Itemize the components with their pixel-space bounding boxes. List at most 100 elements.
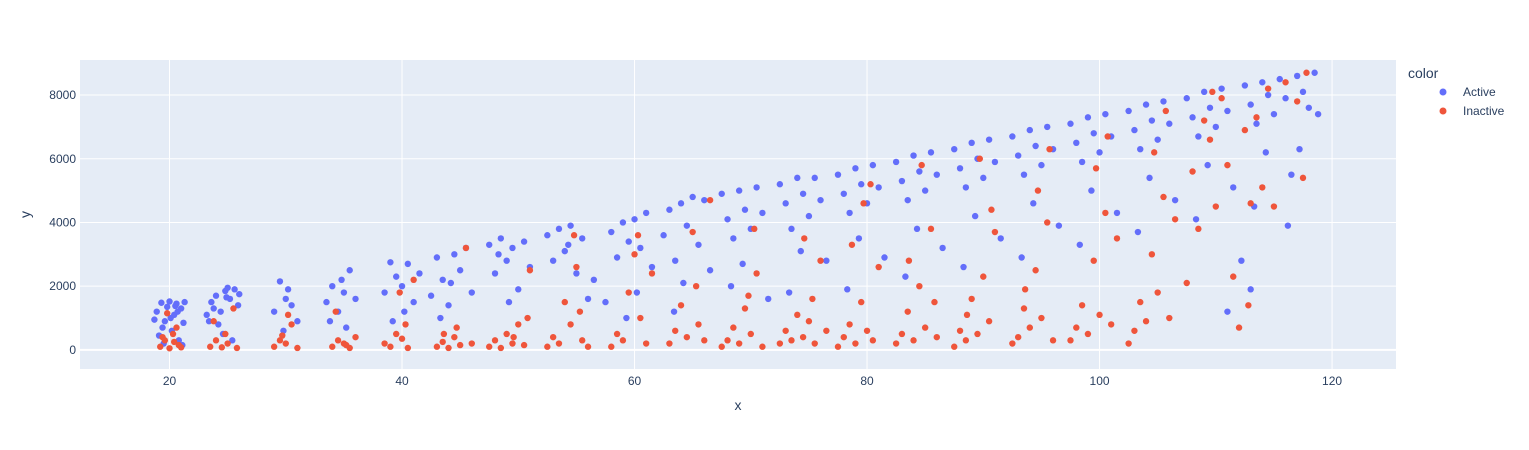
data-point-inactive <box>1270 203 1278 210</box>
data-point-inactive <box>453 324 460 331</box>
data-point-active <box>486 241 493 248</box>
data-point-active <box>294 318 301 325</box>
data-point-active <box>1026 126 1033 134</box>
data-point-inactive <box>1259 184 1266 191</box>
x-tick-label: 20 <box>163 374 177 388</box>
data-point-inactive <box>963 311 971 319</box>
data-point-active <box>447 279 455 287</box>
data-point-inactive <box>503 330 510 338</box>
data-point-inactive <box>1142 318 1150 325</box>
data-point-active <box>670 308 678 315</box>
data-point-inactive <box>166 345 173 352</box>
data-point-active <box>962 184 970 191</box>
data-point-inactive <box>860 200 867 207</box>
data-point-active <box>1183 95 1190 102</box>
data-point-inactive <box>689 228 696 236</box>
legend-label: Active <box>1463 85 1496 99</box>
data-point-active <box>159 324 166 331</box>
data-point-active <box>163 303 171 311</box>
data-point-inactive <box>439 338 446 346</box>
data-point-inactive <box>1183 279 1190 287</box>
data-point-inactive <box>634 232 642 239</box>
data-point-inactive <box>683 333 691 341</box>
data-point-active <box>797 247 804 255</box>
data-point-active <box>515 286 522 293</box>
data-point-active <box>869 161 877 169</box>
data-point-active <box>916 168 923 175</box>
data-point-active <box>215 321 222 328</box>
data-point-inactive <box>396 289 403 296</box>
data-point-active <box>782 200 789 207</box>
legend-item-active[interactable]: Active <box>1439 85 1497 99</box>
data-point-inactive <box>751 225 758 233</box>
data-point-inactive <box>910 337 917 344</box>
data-point-inactive <box>509 340 516 347</box>
data-point-inactive <box>402 321 409 328</box>
data-point-active <box>1259 79 1266 86</box>
data-point-active <box>701 196 708 204</box>
data-point-active <box>892 158 900 166</box>
data-point-active <box>852 165 859 172</box>
data-point-inactive <box>1020 305 1028 312</box>
data-point-active <box>689 193 696 201</box>
data-point-inactive <box>956 327 964 334</box>
data-point-inactive <box>834 343 842 350</box>
data-point-inactive <box>486 343 493 350</box>
x-tick-label: 120 <box>1322 374 1342 388</box>
data-point-active <box>1137 145 1144 153</box>
data-point-inactive <box>1241 126 1249 134</box>
data-point-inactive <box>976 155 984 162</box>
data-point-inactive <box>1096 311 1103 319</box>
data-point-inactive <box>1131 327 1138 334</box>
data-point-inactive <box>933 333 940 341</box>
data-point-active <box>1276 75 1283 83</box>
data-point-inactive <box>270 343 278 350</box>
data-point-active <box>565 241 572 248</box>
data-point-inactive <box>1195 225 1202 233</box>
data-point-active <box>1200 88 1208 96</box>
data-point-active <box>817 196 824 204</box>
data-point-active <box>683 222 691 229</box>
data-point-inactive <box>927 225 935 233</box>
data-point-inactive <box>284 311 292 319</box>
y-tick-labels: 0 2000 4000 6000 8000 <box>49 88 76 357</box>
data-point-active <box>739 260 746 268</box>
data-point-inactive <box>898 330 906 338</box>
data-point-active <box>602 298 609 306</box>
data-point-active <box>1293 72 1301 80</box>
legend-item-inactive[interactable]: Inactive <box>1439 104 1505 118</box>
data-point-active <box>1125 107 1132 115</box>
data-point-active <box>881 254 888 261</box>
data-point-inactive <box>869 337 877 344</box>
data-point-active <box>1134 228 1142 236</box>
data-point-inactive <box>1067 337 1074 344</box>
data-point-active <box>1044 123 1051 131</box>
data-point-active <box>834 171 842 178</box>
data-point-inactive <box>1090 257 1097 264</box>
data-point-inactive <box>210 318 217 325</box>
data-point-inactive <box>759 343 766 350</box>
data-point-active <box>340 289 348 296</box>
data-point-active <box>608 228 615 236</box>
data-point-active <box>205 318 213 325</box>
data-point-active <box>730 235 737 242</box>
data-point-inactive <box>1264 85 1272 92</box>
data-point-active <box>1241 82 1249 89</box>
data-point-active <box>282 295 289 303</box>
data-point-active <box>997 235 1004 242</box>
data-point-active <box>544 232 551 239</box>
data-point-inactive <box>1150 149 1158 156</box>
data-point-inactive <box>753 270 760 277</box>
data-point-active <box>968 139 975 147</box>
data-point-active <box>648 263 656 271</box>
data-point-active <box>1296 145 1303 153</box>
data-point-active <box>858 181 865 188</box>
data-point-active <box>1264 91 1272 99</box>
data-point-inactive <box>579 337 586 344</box>
data-point-active <box>660 232 667 239</box>
data-point-inactive <box>1206 136 1214 143</box>
data-point-active <box>706 267 714 274</box>
data-point-active <box>166 298 173 305</box>
data-point-inactive <box>497 344 505 352</box>
data-point-active <box>151 316 158 323</box>
